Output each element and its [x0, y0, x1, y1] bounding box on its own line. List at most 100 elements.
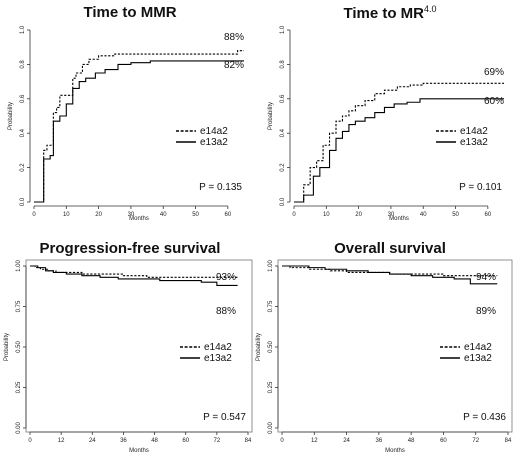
- y-tick-label: 0.75: [268, 300, 274, 312]
- percent-annotation: 94%: [476, 272, 496, 283]
- km-curve-e13a2: [30, 265, 238, 286]
- y-tick-label: 0.6: [20, 94, 26, 103]
- x-tick-label: 36: [120, 438, 127, 444]
- y-tick-label: 0.0: [280, 197, 286, 206]
- legend-label-e14a2: e14a2: [460, 126, 488, 137]
- x-tick-label: 60: [225, 212, 232, 218]
- y-tick-label: 0.50: [268, 341, 274, 353]
- p-value-label: P = 0.101: [459, 182, 502, 193]
- y-tick-label: 0.8: [280, 60, 286, 69]
- x-tick-label: 50: [452, 212, 459, 218]
- x-tick-label: 30: [388, 212, 395, 218]
- chart-svg-os: 0.00 0.25 0.50 0.75 1.00 0 12 24 36 48 60 72 84 Proba…: [256, 260, 513, 454]
- y-tick-label: 0.25: [16, 381, 22, 393]
- x-tick-label: 84: [505, 438, 512, 444]
- x-tick-label: 72: [214, 438, 221, 444]
- y-tick-label: 0.8: [20, 60, 26, 69]
- x-tick-label: 24: [89, 438, 96, 444]
- x-tick-label: 20: [355, 212, 362, 218]
- x-tick-label: 20: [95, 212, 102, 218]
- y-tick-label: 0.75: [16, 300, 22, 312]
- y-tick-label: 0.00: [16, 422, 22, 434]
- percent-annotation: 89%: [476, 306, 496, 317]
- km-curve-e13a2: [34, 60, 244, 203]
- chart-panel-mr4: Time to MR4.0 0.0 0.2 0.4 0.6 0.8 1.0 0 10 20 30 4…: [260, 0, 520, 232]
- y-tick-label: 0.2: [20, 163, 26, 172]
- percent-annotation: 69%: [484, 67, 504, 78]
- x-tick-label: 60: [182, 438, 189, 444]
- x-tick-label: 48: [408, 438, 415, 444]
- chart-title: Time to MMR: [83, 4, 177, 21]
- x-tick-label: 0: [32, 212, 36, 218]
- y-axis-label: Probability: [256, 333, 262, 361]
- km-curve-e13a2: [294, 98, 504, 203]
- chart-svg-mr4: 0.0 0.2 0.4 0.6 0.8 1.0 0 10 20 30 40 50 60 Probabili…: [268, 25, 504, 222]
- chart-title: Overall survival: [334, 240, 446, 257]
- x-tick-label: 84: [245, 438, 252, 444]
- y-tick-label: 0.2: [280, 163, 286, 172]
- y-tick-label: 1.0: [280, 25, 286, 34]
- chart-svg-pfs: 0.00 0.25 0.50 0.75 1.00 0 12 24 36 48 60 72 84 Proba…: [4, 260, 253, 454]
- chart-svg-mmr: 0.0 0.2 0.4 0.6 0.8 1.0 0 10 20 30 40 50 60 Probabili…: [8, 25, 244, 222]
- x-tick-label: 10: [63, 212, 70, 218]
- x-tick-label: 60: [485, 212, 492, 218]
- chart-title-superscript: 4.0: [424, 4, 437, 14]
- y-axis-label: Probability: [4, 333, 10, 361]
- km-curve-e13a2: [282, 265, 498, 285]
- x-tick-label: 30: [128, 212, 135, 218]
- y-tick-label: 0.0: [20, 197, 26, 206]
- y-tick-label: 0.4: [280, 128, 286, 137]
- x-tick-label: 12: [311, 438, 318, 444]
- y-tick-label: 0.6: [280, 94, 286, 103]
- x-tick-label: 40: [160, 212, 167, 218]
- legend-label-e14a2: e14a2: [200, 126, 228, 137]
- percent-annotation: 60%: [484, 96, 504, 107]
- x-tick-label: 10: [323, 212, 330, 218]
- p-value-label: P = 0.135: [199, 182, 242, 193]
- chart-panel-pfs: Progression-free survival 0.00 0.25 0.50 0.…: [0, 232, 260, 464]
- x-tick-label: 0: [28, 438, 32, 444]
- y-tick-label: 0.4: [20, 128, 26, 137]
- y-tick-label: 1.0: [20, 25, 26, 34]
- km-curve-e14a2: [30, 265, 238, 278]
- x-axis-label: Months: [385, 448, 405, 454]
- x-tick-label: 0: [292, 212, 296, 218]
- legend-label-e13a2: e13a2: [464, 353, 492, 364]
- y-axis-label: Probability: [8, 102, 14, 130]
- x-tick-label: 60: [440, 438, 447, 444]
- legend-label-e14a2: e14a2: [204, 342, 232, 353]
- y-tick-label: 1.00: [16, 260, 22, 272]
- percent-annotation: 88%: [216, 306, 236, 317]
- y-tick-label: 0.00: [268, 422, 274, 434]
- x-tick-label: 0: [280, 438, 284, 444]
- chart-panel-mmr: Time to MMR 0.0 0.2 0.4 0.6 0.8 1.0 0 10 20 30 40 5…: [0, 0, 260, 232]
- percent-annotation: 82%: [224, 60, 244, 71]
- p-value-label: P = 0.436: [463, 412, 506, 423]
- x-tick-label: 12: [58, 438, 65, 444]
- chart-title: Progression-free survival: [39, 240, 221, 257]
- y-axis-label: Probability: [268, 102, 274, 130]
- x-tick-label: 48: [151, 438, 158, 444]
- x-tick-label: 40: [420, 212, 427, 218]
- x-axis-label: Months: [389, 216, 409, 222]
- legend-label-e13a2: e13a2: [204, 353, 232, 364]
- km-curve-e14a2: [294, 82, 504, 203]
- p-value-label: P = 0.547: [203, 412, 246, 423]
- y-tick-label: 1.00: [268, 260, 274, 272]
- x-axis-label: Months: [129, 448, 149, 454]
- x-tick-label: 24: [343, 438, 350, 444]
- legend-label-e13a2: e13a2: [200, 137, 228, 148]
- x-tick-label: 72: [472, 438, 479, 444]
- legend-label-e13a2: e13a2: [460, 137, 488, 148]
- percent-annotation: 93%: [216, 272, 236, 283]
- chart-title: Time to MR4.0: [343, 4, 437, 22]
- legend-label-e14a2: e14a2: [464, 342, 492, 353]
- x-tick-label: 50: [192, 212, 199, 218]
- percent-annotation: 88%: [224, 32, 244, 43]
- y-tick-label: 0.25: [268, 381, 274, 393]
- x-tick-label: 36: [376, 438, 383, 444]
- y-tick-label: 0.50: [16, 341, 22, 353]
- km-curve-e14a2: [282, 265, 498, 277]
- x-axis-label: Months: [129, 216, 149, 222]
- chart-panel-os: Overall survival 0.00 0.25 0.50 0.75 1.00 0 12…: [256, 232, 520, 464]
